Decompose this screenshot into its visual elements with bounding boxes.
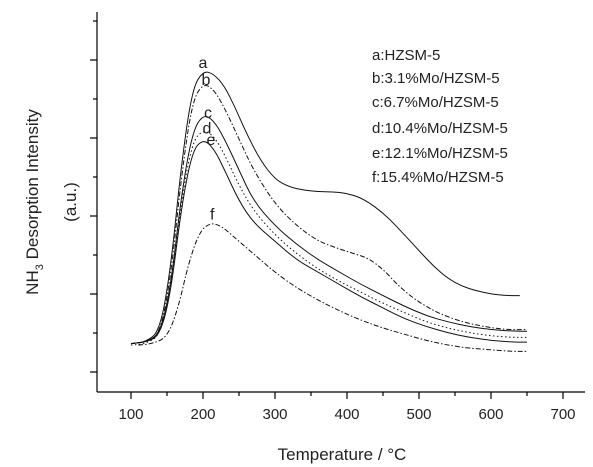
legend-entry-a: a:HZSM-5 <box>372 47 440 64</box>
series-line-c <box>130 116 527 345</box>
series-line-e <box>130 141 527 345</box>
legend-entry-c: c:6.7%Mo/HZSM-5 <box>372 94 499 111</box>
x-tick-label: 500 <box>406 406 431 423</box>
x-axis-title: Temperature / °C <box>278 445 407 464</box>
x-tick-label: 700 <box>550 406 575 423</box>
x-tick-label: 400 <box>334 406 359 423</box>
legend-entry-b: b:3.1%Mo/HZSM-5 <box>372 70 500 87</box>
curve-label-a: a <box>199 55 208 72</box>
y-axis-title-main: NH <box>23 270 42 295</box>
legend-entry-d: d:10.4%Mo/HZSM-5 <box>372 120 508 137</box>
x-tick-label: 600 <box>478 406 503 423</box>
y-axis-title-sub: 3 <box>34 264 46 270</box>
curve-label-f: f <box>210 207 215 224</box>
y-axis-title: NH3 Desorption Intensity <box>23 109 46 295</box>
series-line-a <box>130 71 520 345</box>
y-axis-title-rest: Desorption Intensity <box>23 109 42 264</box>
curve-label-e: e <box>207 132 216 149</box>
legend-entry-f: f:15.4%Mo/HZSM-5 <box>372 169 504 186</box>
curve-label-d: d <box>203 121 212 138</box>
x-tick-label: 200 <box>190 406 215 423</box>
series-line-b <box>130 85 527 345</box>
legend: a:HZSM-5 b:3.1%Mo/HZSM-5 c:6.7%Mo/HZSM-5… <box>372 47 508 186</box>
svg-text:NH3 Desorption Intensity: NH3 Desorption Intensity <box>23 109 46 295</box>
series-layer <box>130 71 527 352</box>
curve-label-b: b <box>202 72 211 89</box>
y-axis-unit: (a.u.) <box>61 182 80 222</box>
legend-entry-e: e:12.1%Mo/HZSM-5 <box>372 145 508 162</box>
x-tick-label: 300 <box>262 406 287 423</box>
curve-label-c: c <box>204 105 212 122</box>
x-ticks: 100 200 300 400 500 600 700 <box>118 392 576 423</box>
x-tick-label: 100 <box>118 406 143 423</box>
y-ticks <box>90 20 97 373</box>
plot-frame <box>96 12 585 393</box>
